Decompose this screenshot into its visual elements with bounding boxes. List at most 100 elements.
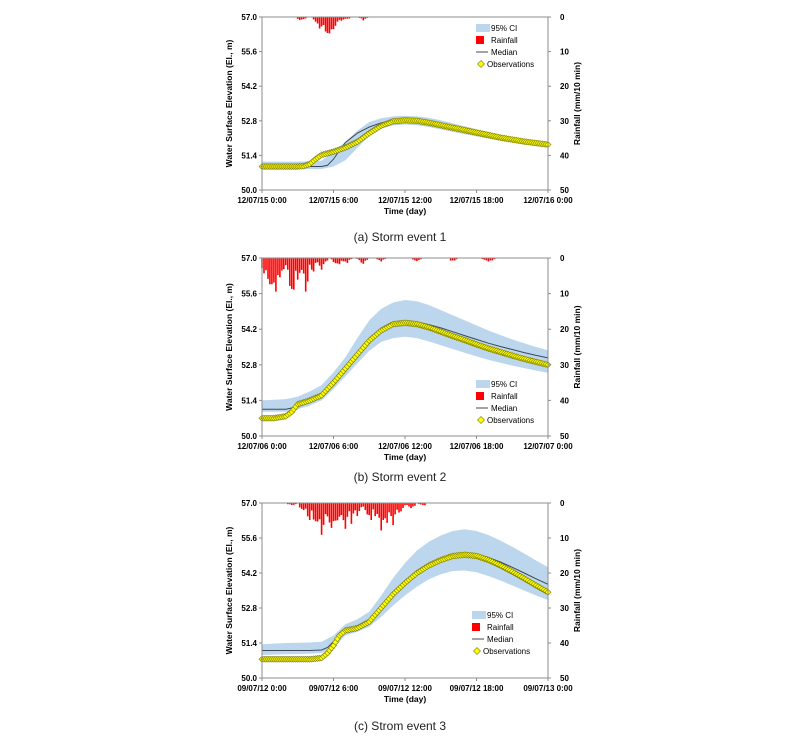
rainfall-bar [312,503,315,520]
y-tick-label: 50.0 [241,186,257,195]
rainfall-bar [291,503,293,505]
y-tick-label: 52.8 [241,361,257,370]
rainfall-bar [342,17,345,20]
rainfall-bar [354,503,357,511]
y2-tick-label: 20 [560,569,569,578]
rainfall-bar [306,503,309,517]
rainfall-bar [487,258,490,262]
rainfall-bar [362,258,365,264]
rainfall-bar [302,503,305,511]
rainfall-bar [314,258,317,263]
rainfall-bar [298,258,301,273]
rainfall-bar [322,258,325,265]
x-tick-label: 09/07/12 0:00 [237,684,287,693]
rainfall-bar [400,503,402,512]
rainfall-bar [271,258,273,285]
rainfall-bar [392,503,394,525]
rainfall-bar [358,503,361,511]
y-tick-label: 55.6 [241,290,257,299]
rainfall-bar [414,503,416,506]
legend-label: 95% CI [487,611,513,620]
rainfall-bar [283,258,285,270]
rainfall-bar [318,503,321,520]
rainfall-bar [424,503,426,506]
y2-tick-label: 10 [560,48,569,57]
rainfall-bar [360,258,363,263]
rainfall-bar [289,503,291,505]
rainfall-bar [336,17,339,22]
rainfall-bar [404,503,406,506]
rainfall-bar [384,258,386,260]
y2-tick-label: 40 [560,151,569,160]
rainfall-bar [279,258,281,278]
y2-tick-label: 30 [560,117,569,126]
legend-label: Observations [483,647,530,656]
rainfall-bar [316,17,319,24]
rainfall-bar [342,503,345,521]
rainfall-bar [324,503,327,515]
rainfall-bar [296,17,299,19]
rainfall-bar [324,258,327,262]
rainfall-bar [422,503,424,505]
rainfall-bar [340,17,343,21]
rainfall-bar [308,503,311,520]
rainfall-bar [380,258,382,262]
y2-axis-label: Rainfall (mm/10 min) [572,62,582,145]
rainfall-bar [376,503,378,514]
y-tick-label: 57.0 [241,254,257,263]
rainfall-bar [364,258,367,261]
chart-svg: 50.051.452.854.255.657.0 0102030405009/07… [224,499,582,704]
rainfall-bar [291,258,293,289]
rainfall-bar [334,17,337,26]
y2-tick-label: 10 [560,290,569,299]
legend-swatch-ci [472,611,486,619]
rainfall-bar [346,17,349,19]
rainfall-bar [420,258,422,260]
rainfall-bar [304,503,307,509]
rainfall-bar [330,258,333,260]
rainfall-bar [273,258,275,283]
x-tick-label: 12/07/06 12:00 [378,442,432,451]
rainfall-bar [370,503,372,520]
y-tick-label: 55.6 [241,534,257,543]
rainfall-bar [348,17,351,19]
rainfall-bar [342,258,345,262]
rainfall-bar [265,258,267,271]
chart-svg: 50.051.452.854.255.657.0 0102030405012/07… [224,254,582,462]
figure-caption: (a) Storm event 1 [353,230,447,244]
rainfall-bar [378,503,380,518]
rainfall-bar [322,503,325,525]
rainfall-bar [328,17,331,34]
rainfall-bar [326,258,329,261]
y2-tick-label: 0 [560,499,565,508]
rainfall-bar [320,17,323,27]
rainfall-bar [348,503,351,512]
rainfall-bar [277,258,279,276]
y-axis-label: Water Surface Elevation (El., m) [224,283,234,411]
rainfall-bar [348,258,351,260]
legend-label: Median [487,635,513,644]
rainfall-bar [302,17,305,19]
chart-panel-storm-1: 50.0 51.4 52.8 54.2 55.6 57.0 0 10 20 30 40 50 12/07… [0,0,800,250]
x-tick-label: 12/07/15 12:00 [378,196,432,205]
x-tick-label: 12/07/07 0:00 [523,442,573,451]
rainfall-bar [356,503,359,517]
rainfall-bar [483,258,486,260]
rainfall-bar [352,503,355,514]
rainfall-bar [302,258,305,274]
y2-tick-label: 40 [560,396,569,405]
y-tick-label: 51.4 [241,639,257,648]
y2-tick-label: 30 [560,361,569,370]
rainfall-bar [360,503,363,508]
ci-band [262,115,548,169]
rainfall-bar [366,258,369,260]
rainfall-bar [360,17,363,19]
rainfall-bar [336,258,339,264]
rainfall-bar [350,258,353,260]
rainfall-bar [298,17,301,21]
chart-panel-storm-3: 50.0 51.4 52.8 54.2 55.6 57.0 0 10 20 30 40 50 09/07… [0,492,800,741]
legend-label: 95% CI [491,24,517,33]
rainfall-bar [398,503,400,513]
rainfall-bar [449,258,452,261]
legend-swatch-rainfall [472,623,480,631]
